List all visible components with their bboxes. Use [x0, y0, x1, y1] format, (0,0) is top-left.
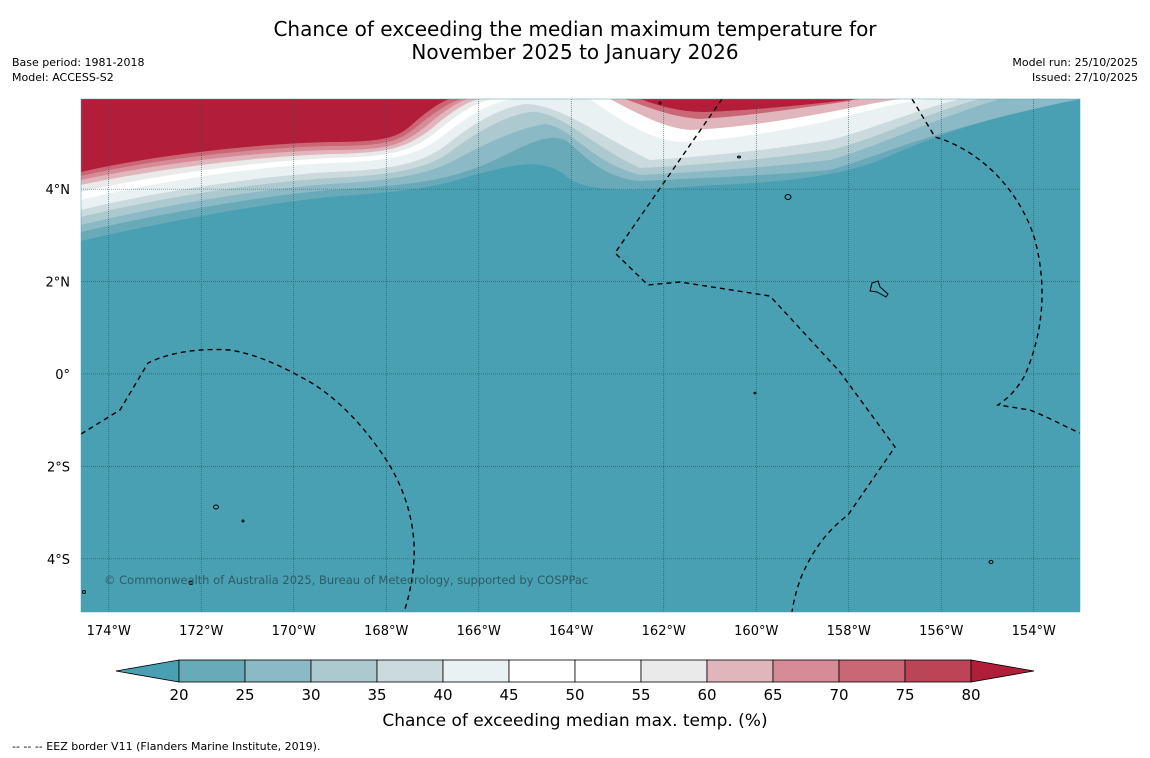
eez-footnote: -- -- -- EEZ border V11 (Flanders Marine… [12, 740, 321, 753]
colorbar-label: Chance of exceeding median max. temp. (%… [382, 711, 767, 731]
colorbar-tick-label: 20 [169, 686, 188, 704]
chart-title: Chance of exceeding the median maximum t… [0, 18, 1150, 64]
colorbar-segment [508, 659, 576, 683]
lon-tick-label: 154°W [1012, 624, 1056, 639]
colorbar-segment [772, 659, 840, 683]
colorbar-tick-label: 35 [367, 686, 386, 704]
title-line-1: Chance of exceeding the median maximum t… [273, 17, 877, 41]
island-enderbury [241, 519, 245, 523]
lon-tick-label: 174°W [87, 624, 131, 639]
island-jarvis [753, 391, 757, 395]
eez-borders [81, 99, 1080, 612]
colorbar-tick-label: 75 [895, 686, 914, 704]
lat-tick-label: 4°N [46, 183, 71, 198]
model-name: Model: ACCESS-S2 [12, 71, 114, 84]
lon-tick-label: 168°W [364, 624, 408, 639]
colorbar-tick-label: 50 [565, 686, 584, 704]
colorbar-segment [640, 659, 708, 683]
lon-tick-label: 170°W [272, 624, 316, 639]
island-baker [658, 101, 662, 105]
islands [82, 101, 994, 594]
colorbar-tick-label: 55 [631, 686, 650, 704]
colorbar-tick-label: 80 [961, 686, 980, 704]
island-teraina [784, 194, 792, 200]
island-kanton [213, 504, 219, 510]
run-info: Model run: 25/10/2025 Issued: 27/10/2025 [1012, 55, 1138, 85]
lon-tick-label: 158°W [827, 624, 871, 639]
map-frame [80, 98, 1081, 613]
lat-tick-label: 2°N [46, 276, 71, 291]
colorbar-tick-label: 30 [301, 686, 320, 704]
lon-tick-label: 172°W [179, 624, 223, 639]
copyright-notice: © Commonwealth of Australia 2025, Bureau… [104, 573, 588, 587]
issued-date: Issued: 27/10/2025 [1031, 71, 1138, 84]
eez-border-east [911, 99, 1080, 434]
lon-tick-label: 156°W [919, 624, 963, 639]
eez-border-central [614, 99, 896, 612]
island-west-edge [82, 590, 86, 594]
colorbar-segment [838, 659, 906, 683]
lon-tick-label: 166°W [457, 624, 501, 639]
colorbar-segment [178, 659, 246, 683]
colorbar-segment [706, 659, 774, 683]
probability-bands [81, 99, 1080, 241]
lon-tick-label: 160°W [734, 624, 778, 639]
colorbar-tick-label: 45 [499, 686, 518, 704]
lat-tick-label: 4°S [47, 553, 70, 568]
colorbar-tick-label: 60 [697, 686, 716, 704]
colorbar-tick-label: 70 [829, 686, 848, 704]
lon-tick-label: 162°W [642, 624, 686, 639]
colorbar-tick-label: 65 [763, 686, 782, 704]
band-above-80 [81, 99, 450, 172]
colorbar-extend-low [115, 659, 180, 683]
island-orona [188, 581, 194, 585]
colorbar-extend-high [970, 659, 1035, 683]
longitude-labels: 174°W 172°W 170°W 168°W 166°W 164°W 162°W 160°W… [87, 624, 1056, 639]
band-above-80-east [640, 99, 860, 112]
base-period: Base period: 1981-2018 [12, 56, 145, 69]
model-run-date: Model run: 25/10/2025 [1012, 56, 1138, 69]
model-info: Base period: 1981-2018 Model: ACCESS-S2 [12, 55, 144, 85]
colorbar-tick-label: 25 [235, 686, 254, 704]
colorbar-segment [310, 659, 378, 683]
island-malden [988, 560, 994, 564]
eez-border-west [81, 348, 415, 612]
colorbar-segment [244, 659, 312, 683]
latitude-labels: 4°N 2°N 0° 2°S 4°S [46, 183, 71, 568]
lat-tick-label: 2°S [47, 460, 70, 475]
graticule [81, 99, 1080, 612]
colorbar-segment [376, 659, 444, 683]
title-line-2: November 2025 to January 2026 [411, 40, 739, 64]
colorbar-segment [442, 659, 510, 683]
lon-tick-label: 164°W [549, 624, 593, 639]
island-kiritimati [869, 280, 889, 298]
colorbar: 20 25 30 35 40 45 50 55 60 65 70 75 80 [115, 659, 1035, 704]
island-tabuaeran [737, 155, 741, 159]
colorbar-segment [574, 659, 642, 683]
lat-tick-label: 0° [55, 368, 70, 383]
colorbar-tick-label: 40 [433, 686, 452, 704]
colorbar-segment [904, 659, 972, 683]
